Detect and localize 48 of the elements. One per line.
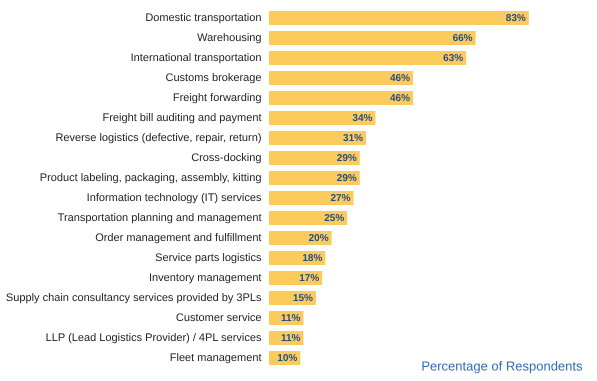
data-label: 27% [330,193,351,204]
y-tick-label: Cross-docking [191,152,262,164]
data-label: 11% [280,313,301,324]
data-label: 25% [324,213,344,224]
bar [269,151,360,165]
y-tick-label: Service parts logistics [155,252,262,264]
bar [269,171,360,185]
bar [269,111,376,125]
data-label: 34% [352,113,373,124]
data-label: 18% [302,253,322,264]
data-label: 63% [443,53,464,64]
bar [269,131,366,145]
data-label: 31% [343,133,364,144]
data-label: 29% [336,173,357,184]
y-tick-label: Customs brokerage [166,72,262,84]
y-tick-label: Warehousing [197,32,262,44]
data-label: 11% [280,333,301,344]
bar [269,191,354,205]
y-tick-label: Transportation planning and management [58,212,262,224]
y-tick-label: Inventory management [148,272,262,284]
bar [269,31,476,45]
y-tick-label: Freight bill auditing and payment [102,112,262,124]
bar [269,211,348,225]
bar [269,71,413,85]
y-tick-label: International transportation [130,52,262,64]
y-tick-label: Domestic transportation [145,12,262,24]
bar [269,11,529,25]
y-tick-label: Order management and fulfillment [95,232,262,244]
data-label: 66% [452,33,473,44]
y-tick-label: Freight forwarding [172,92,262,104]
y-tick-label: Information technology (IT) services [86,192,262,204]
y-tick-label: Fleet management [170,352,262,364]
y-tick-label: LLP (Lead Logistics Provider) / 4PL services [46,332,262,344]
bar [269,91,413,105]
data-label: 20% [308,233,329,244]
data-label: 15% [292,293,314,304]
data-label: 83% [506,13,526,24]
data-label: 46% [390,73,410,84]
data-label: 46% [390,93,410,104]
bar [269,51,466,65]
y-tick-label: Reverse logistics (defective, repair, return) [55,132,262,144]
x-axis-title: Percentage of Respondents [421,358,583,374]
y-tick-label: Supply chain consultancy services provided by 3PLs [6,292,262,304]
data-label: 17% [299,273,320,284]
y-tick-label: Product labeling, packaging, assembly, kitting [40,172,262,184]
data-label: 10% [277,353,298,364]
y-tick-label: Customer service [176,312,262,324]
data-label: 29% [336,153,357,164]
